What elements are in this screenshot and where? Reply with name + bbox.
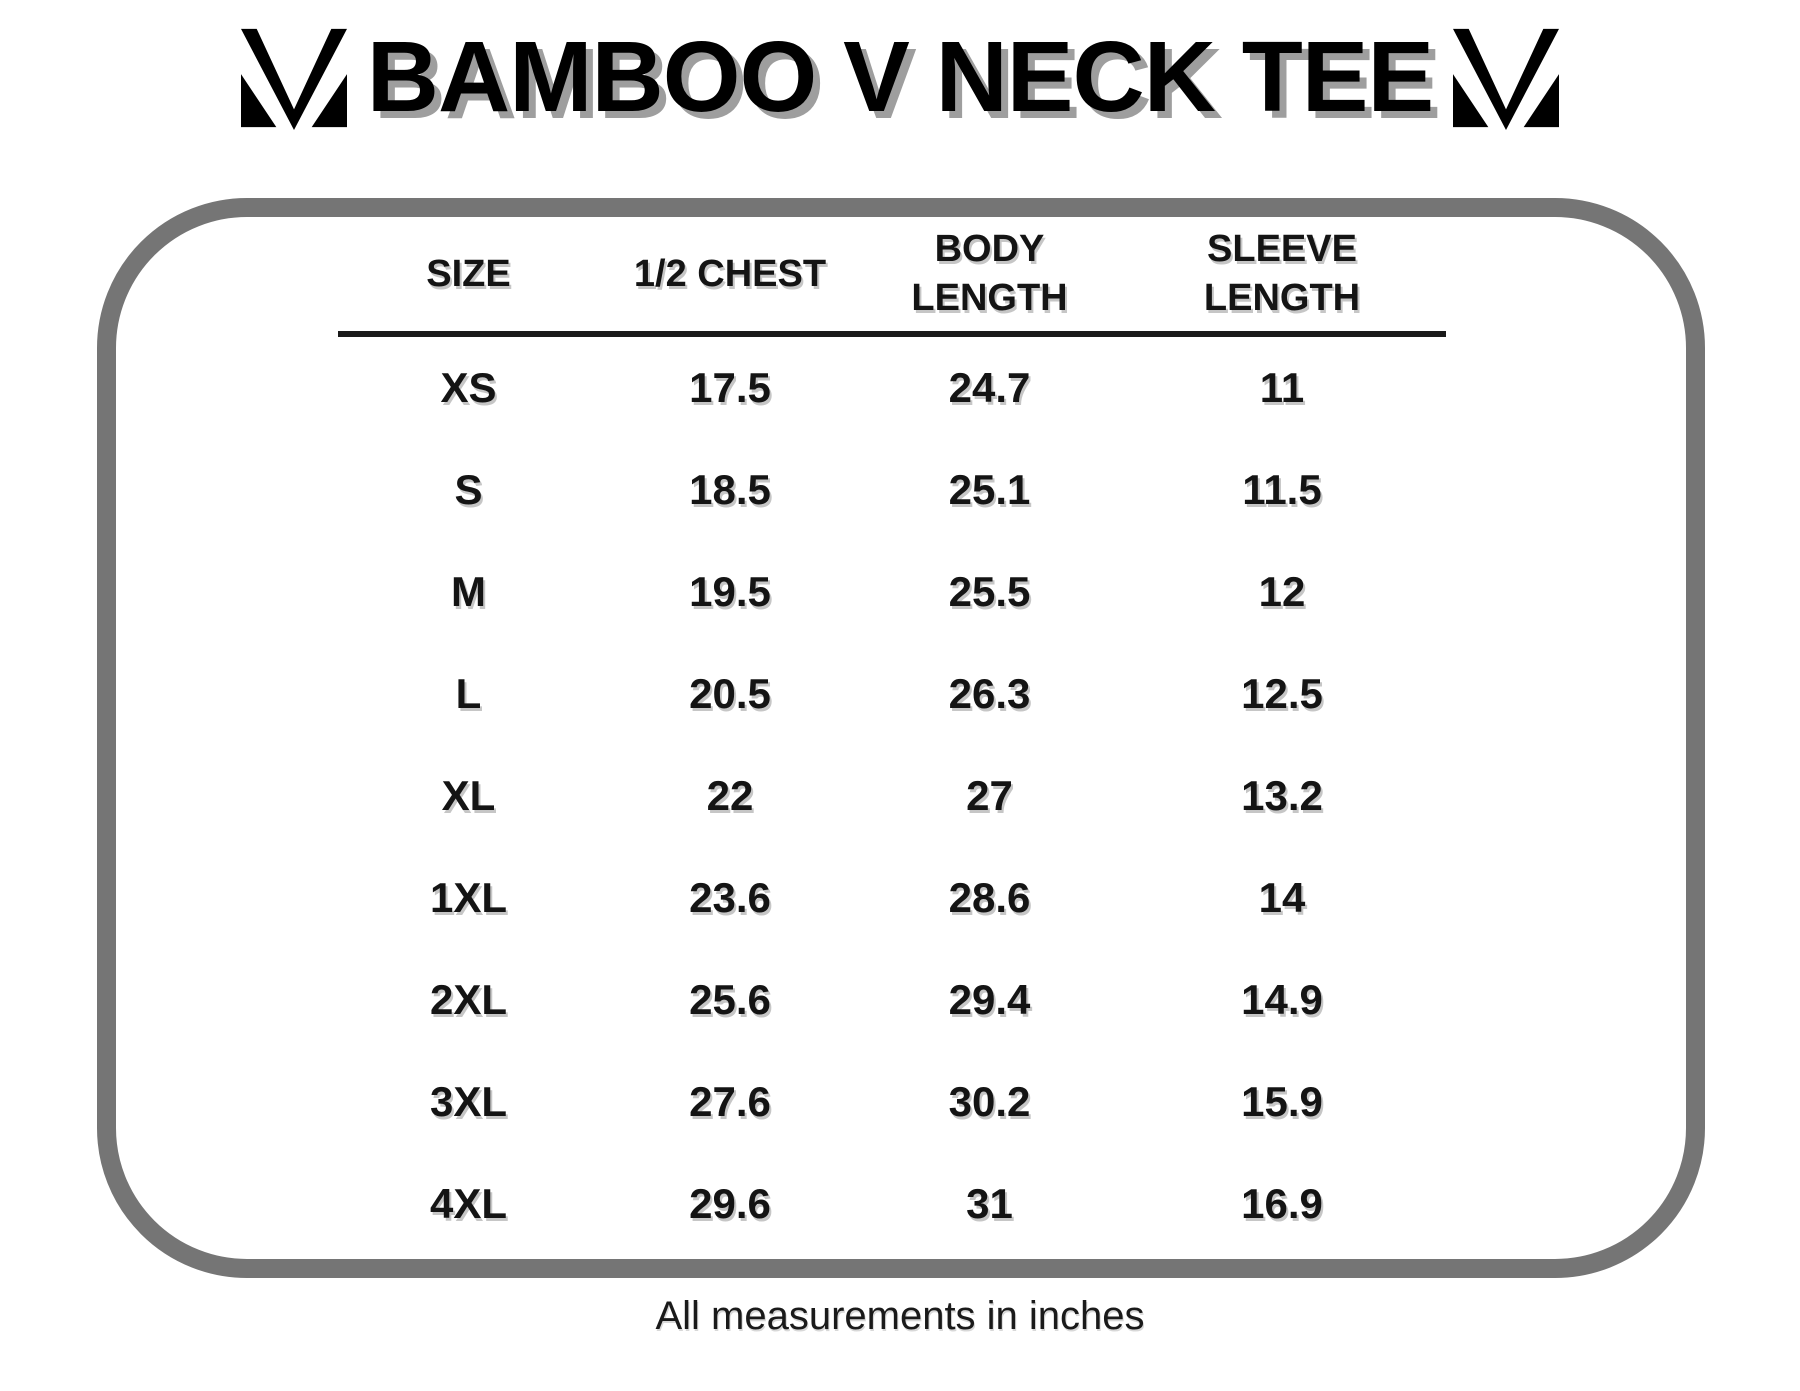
brand-m-logo-left (240, 28, 347, 130)
table-row: M 19.5 25.5 12 (338, 541, 1446, 643)
size-cell: XL (441, 772, 496, 819)
size-cell: L (455, 670, 482, 717)
header-size: SIZE (338, 217, 599, 337)
sleeve-length-cell: 14.9 (1241, 976, 1323, 1023)
body-length-cell: 26.3 (948, 670, 1031, 717)
table-row: 3XL 27.6 30.2 15.9 (338, 1051, 1446, 1153)
size-cell: S (454, 466, 483, 513)
half-chest-cell: 27.6 (689, 1078, 771, 1125)
size-chart-frame: SIZE 1/2 CHEST BODY LENGTH SLEEVE LENGTH… (97, 198, 1705, 1278)
header-row: SIZE 1/2 CHEST BODY LENGTH SLEEVE LENGTH (338, 217, 1446, 337)
sleeve-length-cell: 14 (1258, 874, 1306, 921)
body-length-cell: 25.1 (948, 466, 1031, 513)
body-length-cell: 27 (966, 772, 1013, 819)
half-chest-cell: 18.5 (689, 466, 771, 513)
size-cell: 1XL (429, 874, 508, 921)
header-body-length: BODY LENGTH (861, 217, 1118, 337)
half-chest-cell: 29.6 (689, 1180, 771, 1227)
sleeve-length-cell: 16.9 (1241, 1180, 1323, 1227)
table-row: S 18.5 25.1 11.5 (338, 439, 1446, 541)
body-length-cell: 24.7 (948, 364, 1031, 411)
table-row: 4XL 29.6 31 16.9 (338, 1153, 1446, 1255)
size-table-header: SIZE 1/2 CHEST BODY LENGTH SLEEVE LENGTH (338, 217, 1446, 337)
body-length-cell: 30.2 (948, 1078, 1031, 1125)
half-chest-cell: 23.6 (689, 874, 771, 921)
body-length-cell: 28.6 (948, 874, 1031, 921)
body-length-cell: 25.5 (948, 568, 1031, 615)
table-row: L 20.5 26.3 12.5 (338, 643, 1446, 745)
half-chest-cell: 25.6 (689, 976, 771, 1023)
page-title: BAMBOO V NECK TEE (366, 21, 1434, 133)
half-chest-cell: 17.5 (689, 364, 771, 411)
header-sleeve-length: SLEEVE LENGTH (1118, 217, 1446, 337)
body-length-cell: 29.4 (948, 976, 1031, 1023)
sleeve-length-cell: 12 (1258, 568, 1306, 615)
size-cell: 2XL (429, 976, 508, 1023)
size-table-body: XS 17.5 24.7 11 S 18.5 25.1 11.5 M 19.5 … (338, 334, 1446, 1255)
header: BAMBOO V NECK TEE (0, 20, 1800, 135)
body-length-cell: 31 (966, 1180, 1013, 1227)
sleeve-length-cell: 11.5 (1242, 466, 1322, 513)
size-cell: XS (440, 364, 497, 411)
size-cell: M (451, 568, 486, 615)
table-row: XS 17.5 24.7 11 (338, 334, 1446, 439)
sleeve-length-cell: 12.5 (1241, 670, 1323, 717)
sleeve-length-cell: 11 (1259, 364, 1305, 411)
measurement-unit-note: All measurements in inches (655, 1294, 1145, 1338)
sleeve-length-cell: 13.2 (1241, 772, 1323, 819)
table-row: 1XL 23.6 28.6 14 (338, 847, 1446, 949)
size-cell: 3XL (429, 1078, 508, 1125)
half-chest-cell: 20.5 (689, 670, 771, 717)
half-chest-cell: 22 (706, 772, 754, 819)
sleeve-length-cell: 15.9 (1241, 1078, 1323, 1125)
size-table: SIZE 1/2 CHEST BODY LENGTH SLEEVE LENGTH… (338, 217, 1446, 1255)
table-row: 2XL 25.6 29.4 14.9 (338, 949, 1446, 1051)
size-cell: 4XL (429, 1180, 508, 1227)
table-row: XL 22 27 13.2 (338, 745, 1446, 847)
half-chest-cell: 19.5 (689, 568, 771, 615)
header-half-chest: 1/2 CHEST (599, 217, 861, 337)
brand-m-logo-right (1453, 28, 1560, 130)
